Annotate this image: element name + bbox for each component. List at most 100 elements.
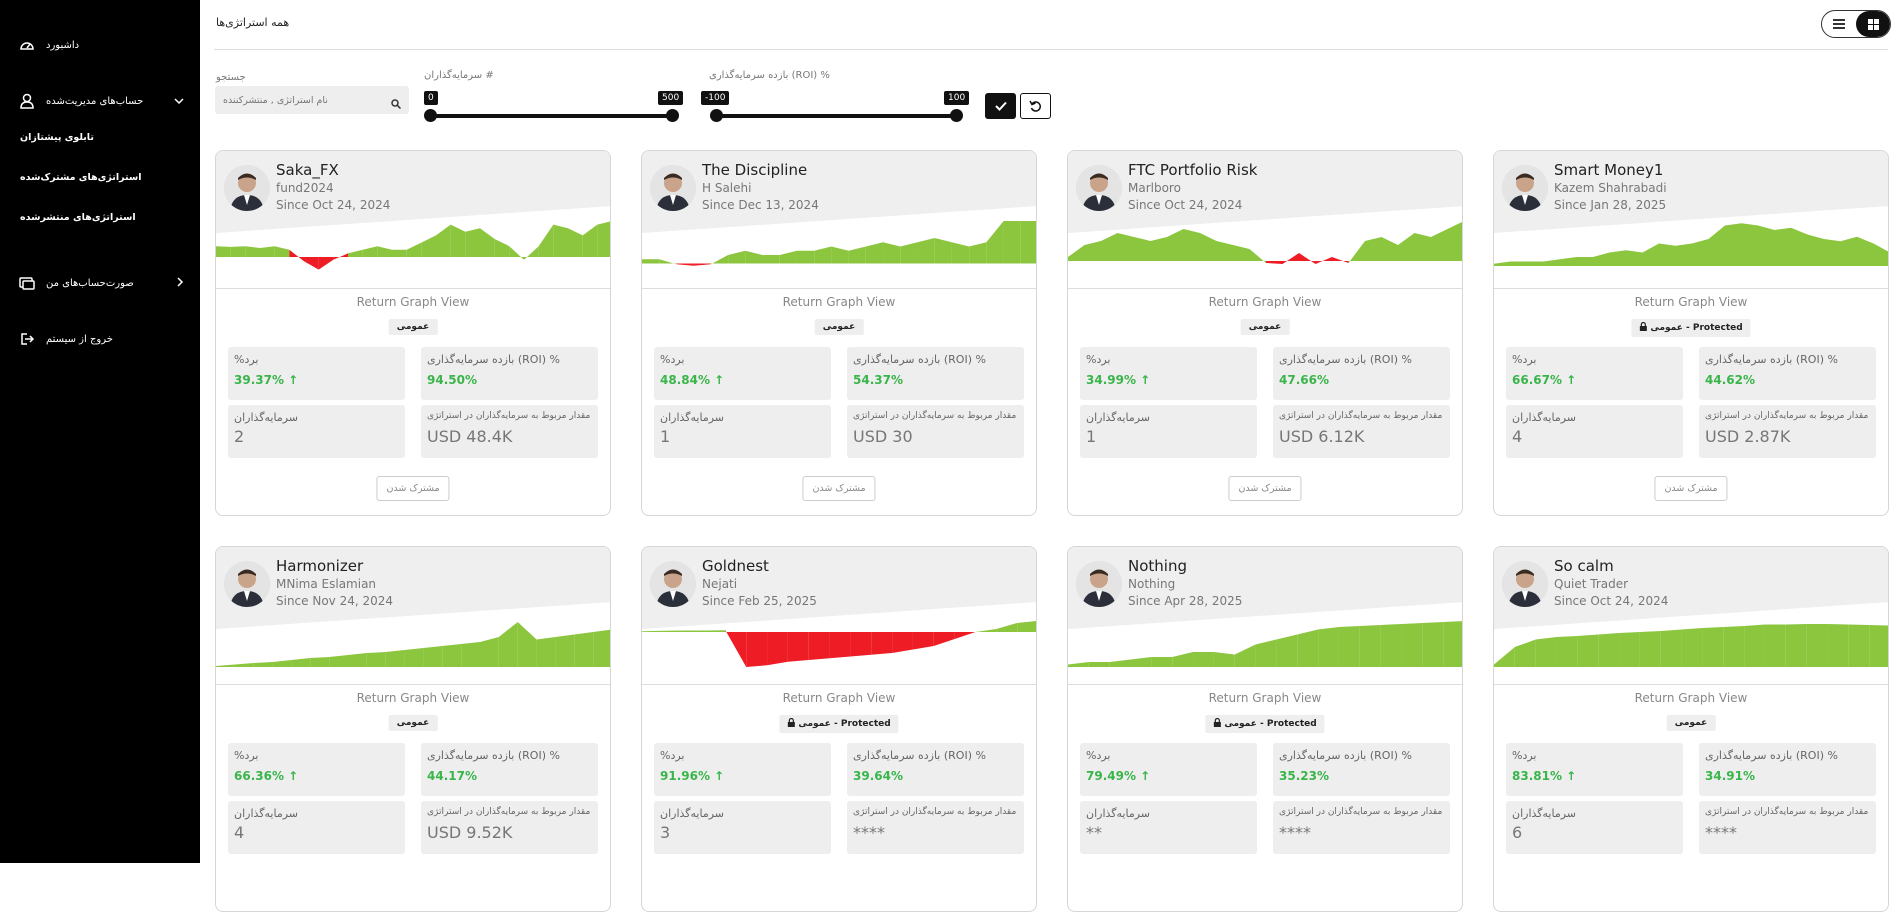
strategy-card[interactable]: The Discipline H Salehi Since Dec 13, 20… bbox=[641, 150, 1037, 516]
graph-positive-segment bbox=[1692, 239, 1709, 266]
subscribe-button[interactable]: مشترک شدن bbox=[802, 476, 876, 501]
strategy-name[interactable]: So calm bbox=[1554, 557, 1614, 575]
investors-slider-min-handle[interactable] bbox=[424, 109, 437, 122]
roi-stat: بازده سرمایه‌گذاری (ROI) % 35.23% bbox=[1273, 743, 1450, 796]
strategy-author: MNima Eslamian bbox=[276, 577, 377, 591]
roi-slider-min-handle[interactable] bbox=[710, 109, 723, 122]
apply-filter-button[interactable] bbox=[985, 93, 1016, 119]
graph-positive-segment bbox=[642, 259, 660, 264]
badge-label: عمومی bbox=[396, 718, 430, 728]
sidebar-item-dashboard[interactable]: داشبورد bbox=[18, 36, 188, 54]
graph-negative-segment bbox=[892, 632, 913, 653]
strategy-card[interactable]: Nothing Nothing Since Apr 28, 2025 Retur… bbox=[1067, 546, 1463, 912]
sidebar-item-managed-accounts[interactable]: حساب‌های مدیریت‌شده bbox=[18, 92, 188, 110]
strategy-since: Since Nov 24, 2024 bbox=[276, 594, 394, 608]
search-field[interactable] bbox=[215, 86, 409, 114]
strategy-card[interactable]: FTC Portfolio Risk Marlboro Since Oct 24… bbox=[1067, 150, 1463, 516]
strategy-name[interactable]: Nothing bbox=[1128, 557, 1187, 575]
amount-value: **** bbox=[1705, 823, 1737, 842]
roi-stat: بازده سرمایه‌گذاری (ROI) % 39.64% bbox=[847, 743, 1024, 796]
strategy-name[interactable]: The Discipline bbox=[702, 161, 808, 179]
roi-label: بازده سرمایه‌گذاری (ROI) % bbox=[853, 353, 986, 366]
sidebar-item-logout[interactable]: خروج از سیستم bbox=[18, 330, 188, 348]
graph-view-label[interactable]: Return Graph View bbox=[782, 691, 896, 705]
investors-slider-max-handle[interactable] bbox=[666, 109, 679, 122]
sidebar-subitem-published[interactable]: استراتژی‌های منتشرشده bbox=[20, 212, 136, 223]
graph-positive-segment bbox=[524, 246, 539, 260]
visibility-badge: عمومی bbox=[1240, 319, 1290, 335]
graph-positive-segment bbox=[517, 622, 537, 667]
sidebar-subitem-subscribed[interactable]: استراتژی‌های مشترک‌شده bbox=[20, 172, 142, 183]
visibility-badge: عمومی - Protected bbox=[779, 715, 899, 733]
graph-positive-segment bbox=[509, 246, 524, 260]
graph-positive-segment bbox=[883, 242, 901, 264]
strategy-name[interactable]: Smart Money1 bbox=[1554, 161, 1664, 179]
dashboard-icon bbox=[18, 36, 36, 54]
graph-positive-segment bbox=[1172, 652, 1194, 667]
roi-value: 35.23% bbox=[1279, 769, 1329, 783]
graph-positive-segment bbox=[1827, 624, 1849, 667]
graph-positive-segment bbox=[814, 246, 832, 264]
graph-positive-segment bbox=[1577, 634, 1599, 667]
graph-view-label[interactable]: Return Graph View bbox=[356, 295, 470, 309]
visibility-badge: عمومی bbox=[388, 319, 438, 335]
graph-positive-segment bbox=[683, 630, 705, 632]
visibility-badge: عمومی bbox=[1666, 715, 1716, 731]
strategy-card[interactable]: So calm Quiet Trader Since Oct 24, 2024 … bbox=[1493, 546, 1889, 912]
graph-positive-segment bbox=[1806, 624, 1828, 667]
investors-slider-track[interactable] bbox=[430, 114, 672, 118]
strategy-card[interactable]: Harmonizer MNima Eslamian Since Nov 24, … bbox=[215, 546, 611, 912]
graph-baseline bbox=[642, 684, 1036, 685]
list-view-button[interactable] bbox=[1822, 11, 1856, 37]
win-value: 66.67% bbox=[1512, 373, 1562, 387]
subscribe-button[interactable]: مشترک شدن bbox=[376, 476, 450, 501]
roi-value: 44.17% bbox=[427, 769, 477, 783]
strategy-name[interactable]: Saka_FX bbox=[276, 161, 339, 179]
graph-positive-segment bbox=[1398, 233, 1415, 261]
graph-negative-segment bbox=[808, 632, 830, 660]
reset-filter-button[interactable] bbox=[1020, 93, 1051, 119]
search-input[interactable] bbox=[223, 86, 383, 114]
roi-label: بازده سرمایه‌گذاری (ROI) % bbox=[427, 749, 560, 762]
subscribe-button[interactable]: مشترک شدن bbox=[1228, 476, 1302, 501]
sidebar-subitem-leaderboard[interactable]: تابلوی پیشتازان bbox=[20, 132, 94, 143]
graph-view-label[interactable]: Return Graph View bbox=[1634, 295, 1748, 309]
investors-value: 1 bbox=[1086, 427, 1097, 446]
investors-stat: سرمایه‌گذاران 4 bbox=[1506, 405, 1683, 458]
graph-positive-segment bbox=[216, 664, 235, 667]
strategy-card[interactable]: Smart Money1 Kazem Shahrabadi Since Jan … bbox=[1493, 150, 1889, 516]
graph-view-label[interactable]: Return Graph View bbox=[782, 295, 896, 309]
amount-value: **** bbox=[1279, 823, 1311, 842]
strategy-card[interactable]: Goldnest Nejati Since Feb 25, 2025 Retur… bbox=[641, 546, 1037, 912]
graph-view-label[interactable]: Return Graph View bbox=[1634, 691, 1748, 705]
view-toggle[interactable] bbox=[1821, 10, 1891, 38]
graph-view-label[interactable]: Return Graph View bbox=[356, 691, 470, 705]
graph-positive-segment bbox=[568, 228, 583, 257]
user-icon bbox=[18, 92, 36, 110]
roi-slider-max-handle[interactable] bbox=[950, 109, 963, 122]
billing-icon bbox=[18, 274, 36, 292]
subscribe-button[interactable]: مشترک شدن bbox=[1654, 476, 1728, 501]
win-stat: %برد 66.67% ↑ bbox=[1506, 347, 1683, 400]
graph-positive-segment bbox=[745, 250, 763, 264]
graph-negative-segment bbox=[1332, 257, 1349, 263]
sidebar-item-billing[interactable]: صورت‌حساب‌های من bbox=[18, 274, 188, 292]
strategy-name[interactable]: Goldnest bbox=[702, 557, 769, 575]
graph-positive-segment bbox=[1380, 624, 1402, 667]
graph-negative-segment bbox=[871, 632, 893, 655]
strategy-name[interactable]: Harmonizer bbox=[276, 557, 364, 575]
graph-negative-segment bbox=[787, 632, 809, 662]
card-header-bg bbox=[642, 547, 1036, 629]
graph-view-label[interactable]: Return Graph View bbox=[1208, 691, 1322, 705]
amount-stat: مقدار مربوط به سرمایه‌گذاران در استراتژی… bbox=[421, 801, 598, 854]
roi-slider-track[interactable] bbox=[716, 114, 957, 118]
strategy-name[interactable]: FTC Portfolio Risk bbox=[1128, 161, 1258, 179]
graph-view-label[interactable]: Return Graph View bbox=[1208, 295, 1322, 309]
graph-negative-segment bbox=[1282, 253, 1299, 264]
grid-view-button[interactable] bbox=[1856, 11, 1890, 37]
return-graph bbox=[1068, 221, 1462, 271]
graph-positive-segment bbox=[1758, 225, 1775, 266]
graph-positive-segment bbox=[1824, 239, 1841, 266]
strategy-card[interactable]: Saka_FX fund2024 Since Oct 24, 2024 Retu… bbox=[215, 150, 611, 516]
graph-positive-segment bbox=[593, 629, 610, 667]
